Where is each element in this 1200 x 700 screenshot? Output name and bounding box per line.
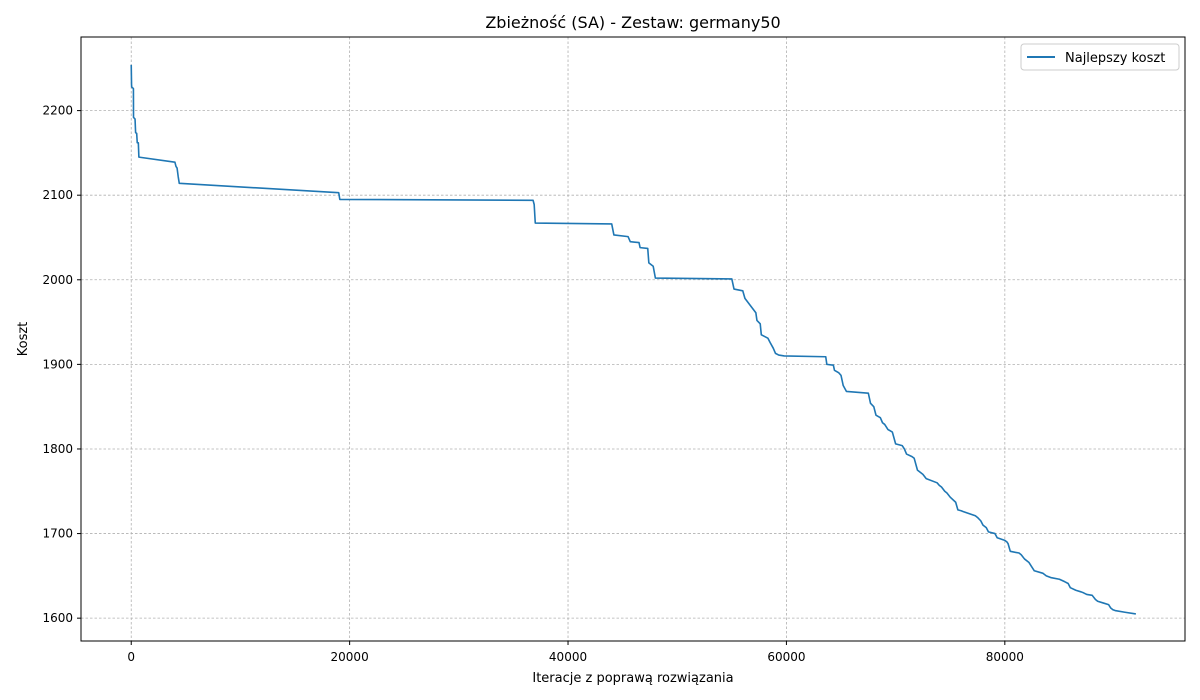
y-tick-label: 1900 (42, 357, 73, 371)
series-layer (130, 64, 1136, 615)
x-tick-label: 60000 (767, 650, 805, 664)
x-tick-label: 0 (127, 650, 135, 664)
y-tick-label: 1800 (42, 442, 73, 456)
y-axis-label: Koszt (16, 322, 31, 357)
y-tick-label: 2200 (42, 104, 73, 118)
series-line-0 (130, 64, 1136, 615)
y-tick-label: 2100 (42, 188, 73, 202)
legend-label: Najlepszy koszt (1065, 51, 1165, 66)
legend: Najlepszy koszt (1020, 43, 1180, 71)
x-axis-label: Iteracje z poprawą rozwiązania (532, 671, 733, 686)
legend-box (1020, 43, 1180, 71)
axis-ticks: 0 20000 40000 60000 80000 1600 1700 1800 1900 200… (42, 104, 1023, 664)
y-tick-label: 1700 (42, 527, 73, 541)
y-tick-label: 2000 (42, 273, 73, 287)
grid-lines (81, 37, 1185, 641)
plot-frame (80, 36, 1186, 642)
x-tick-label: 80000 (986, 650, 1024, 664)
y-tick-label: 1600 (42, 611, 73, 625)
x-tick-label: 20000 (331, 650, 369, 664)
chart-title: Zbieżność (SA) - Zestaw: germany50 (485, 13, 780, 32)
x-tick-label: 40000 (549, 650, 587, 664)
